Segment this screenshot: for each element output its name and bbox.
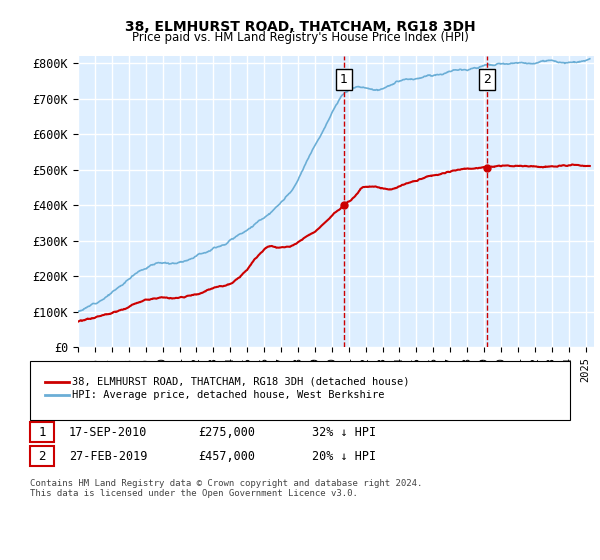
Text: 20% ↓ HPI: 20% ↓ HPI	[312, 450, 376, 463]
Text: 32% ↓ HPI: 32% ↓ HPI	[312, 426, 376, 439]
Text: 38, ELMHURST ROAD, THATCHAM, RG18 3DH: 38, ELMHURST ROAD, THATCHAM, RG18 3DH	[125, 20, 475, 34]
Text: Price paid vs. HM Land Registry's House Price Index (HPI): Price paid vs. HM Land Registry's House …	[131, 31, 469, 44]
Text: 1: 1	[340, 73, 348, 86]
Text: 17-SEP-2010: 17-SEP-2010	[69, 426, 148, 439]
Text: HPI: Average price, detached house, West Berkshire: HPI: Average price, detached house, West…	[72, 390, 385, 400]
Text: 2: 2	[483, 73, 491, 86]
Text: 38, ELMHURST ROAD, THATCHAM, RG18 3DH (detached house): 38, ELMHURST ROAD, THATCHAM, RG18 3DH (d…	[72, 377, 409, 387]
Text: 27-FEB-2019: 27-FEB-2019	[69, 450, 148, 463]
Text: 2: 2	[38, 450, 46, 463]
Text: Contains HM Land Registry data © Crown copyright and database right 2024.
This d: Contains HM Land Registry data © Crown c…	[30, 479, 422, 498]
Text: £275,000: £275,000	[198, 426, 255, 439]
Text: £457,000: £457,000	[198, 450, 255, 463]
Text: 1: 1	[38, 426, 46, 439]
